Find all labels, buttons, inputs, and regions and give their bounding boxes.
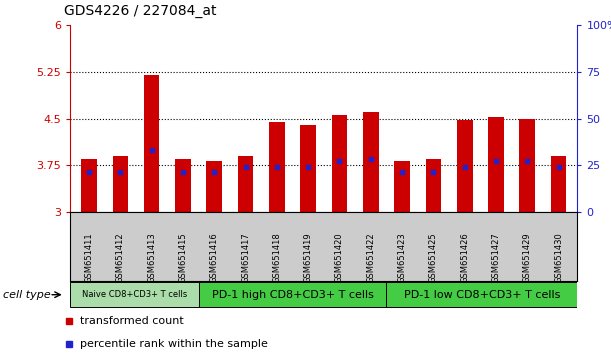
Text: Naive CD8+CD3+ T cells: Naive CD8+CD3+ T cells xyxy=(82,290,187,299)
Bar xyxy=(332,115,347,212)
Bar xyxy=(81,159,97,212)
Bar xyxy=(199,282,386,307)
Text: PD-1 high CD8+CD3+ T cells: PD-1 high CD8+CD3+ T cells xyxy=(211,290,373,300)
Text: transformed count: transformed count xyxy=(79,316,183,326)
Text: PD-1 low CD8+CD3+ T cells: PD-1 low CD8+CD3+ T cells xyxy=(404,290,560,300)
Bar xyxy=(207,161,222,212)
Bar xyxy=(269,122,285,212)
Bar xyxy=(394,161,410,212)
Bar xyxy=(144,75,159,212)
Bar xyxy=(386,282,577,307)
Bar xyxy=(551,156,566,212)
Bar xyxy=(519,119,535,212)
Bar xyxy=(175,159,191,212)
Bar xyxy=(488,117,504,212)
Bar xyxy=(301,125,316,212)
Text: percentile rank within the sample: percentile rank within the sample xyxy=(79,339,268,349)
Bar xyxy=(70,282,199,307)
Text: cell type: cell type xyxy=(3,290,51,300)
Text: GDS4226 / 227084_at: GDS4226 / 227084_at xyxy=(64,4,217,18)
Bar xyxy=(457,120,472,212)
Bar xyxy=(112,156,128,212)
Bar xyxy=(363,112,379,212)
Bar xyxy=(238,156,254,212)
Bar xyxy=(426,159,441,212)
